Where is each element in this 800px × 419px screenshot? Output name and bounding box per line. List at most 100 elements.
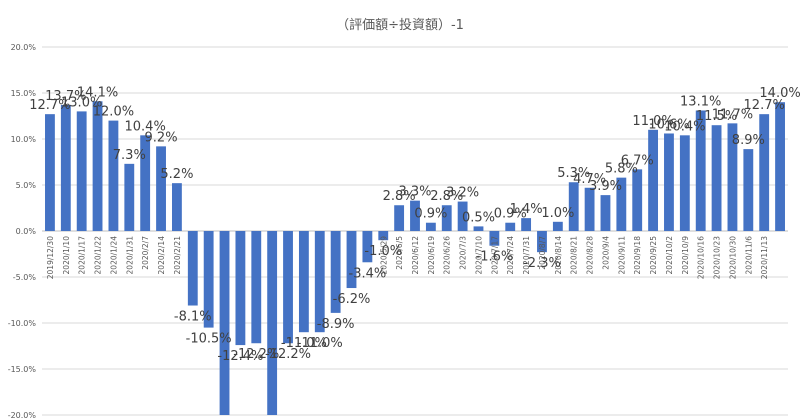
x-tick-label: 2020/2/14 [157,236,166,275]
data-label: 6.7% [621,153,654,168]
data-label: 12.7% [29,98,70,113]
data-label: -8.1% [174,310,212,325]
y-tick-label: 10.0% [11,135,37,144]
data-label: -12.4% [217,349,263,364]
x-tick-label: 2020/6/12 [411,236,420,275]
bar [283,231,293,344]
bar [203,231,214,328]
x-tick-label: 2020/5/29 [379,236,388,275]
x-tick-label: 2020/10/2 [665,236,674,275]
data-label: -8.9% [317,317,355,332]
bar [76,111,87,231]
data-label: 2.8% [430,189,463,204]
x-tick-label: 2020/10/9 [681,236,690,275]
bar [775,102,785,231]
data-label: 11.7% [712,107,753,122]
data-label: 0.9% [414,207,447,222]
bar [314,231,325,333]
bar [60,104,71,231]
bar [695,110,706,231]
bar [600,195,611,231]
chart-title: （評価額÷投資額）-1 [336,18,464,33]
x-tick-label: 2020/10/16 [697,236,706,279]
data-label: -3.4% [349,266,387,281]
x-tick-label: 2020/1/24 [109,236,118,275]
x-tick-label: 2020/7/17 [490,236,499,275]
x-tick-label: 2020/7/10 [474,236,483,275]
bar [711,125,722,231]
x-axis-ticks: 2019/12/30 2020/1/10 2020/1/17 2020/1/22 202… [46,236,769,279]
data-label: 0.5% [462,210,495,225]
y-tick-label: -10.0% [8,319,37,328]
data-label: 3.3% [398,185,431,200]
data-label: 3.2% [446,186,479,201]
data-label: 11.5% [696,109,737,124]
data-label: -10.5% [186,332,232,347]
data-label: 8.9% [732,133,765,148]
x-tick-label: 2020/9/4 [601,236,610,270]
data-label: 13.7% [45,89,86,104]
bar [219,231,230,415]
bar [679,135,690,231]
bar [187,231,198,306]
x-tick-label: 2020/7/24 [506,236,515,275]
data-label: 0.9% [494,207,527,222]
x-tick-label: 2020/8/14 [554,236,563,275]
bar [441,205,452,231]
data-label: 10.4% [664,119,705,134]
y-tick-label: -5.0% [13,273,37,282]
data-label: 11.0% [632,114,673,129]
x-tick-label: 2020/6/19 [427,236,436,275]
x-tick-label: 2020/10/30 [728,236,737,279]
bar [156,146,166,231]
bar [759,114,770,231]
x-tick-label: 2020/6/5 [395,236,404,270]
x-tick-label: 2020/2/21 [173,236,182,275]
bar [267,231,278,415]
x-tick-label: 2020/1/10 [62,236,71,275]
bar [140,135,151,231]
data-label: 5.8% [605,162,638,177]
bar [727,123,738,231]
bar [521,218,532,231]
x-tick-label: 2020/6/26 [443,236,452,275]
bar [330,231,341,313]
x-tick-label: 2020/8/28 [586,236,595,275]
bar [45,114,55,231]
data-label: 14.1% [77,85,118,100]
x-tick-label: 2020/7/3 [459,236,468,270]
bar [505,222,516,231]
bar [568,182,579,231]
bar [664,133,674,231]
x-tick-label: 2020/9/18 [633,236,642,275]
y-tick-label: 15.0% [11,89,37,98]
data-label: -1.6% [476,250,514,265]
y-tick-label: -15.0% [8,365,37,374]
data-label: 13.0% [61,95,102,110]
y-tick-label: 20.0% [11,43,37,52]
bar [489,231,500,246]
data-label: 2.8% [383,189,416,204]
x-tick-label: 2020/8/7 [538,236,547,270]
x-tick-label: 2020/11/13 [760,236,769,279]
bar [473,226,484,231]
data-label: -12.2% [265,347,311,362]
bar [584,187,595,231]
bar [425,222,436,231]
data-label: -12.2% [233,347,279,362]
x-tick-label: 2020/9/25 [649,236,658,275]
x-tick-label: 2020/1/17 [78,236,87,275]
data-label: -11.0% [297,336,343,351]
bar [552,221,563,231]
y-tick-label: 5.0% [16,181,37,190]
data-label: 9.2% [145,130,178,145]
bar [410,200,420,231]
data-label: 10.6% [648,117,689,132]
bar [457,201,468,231]
data-label: 12.0% [93,105,134,120]
data-label: -2.3% [523,256,561,271]
bar [171,183,182,231]
data-label: 12.7% [744,98,785,113]
bar [251,231,262,344]
data-label: 14.0% [759,86,800,101]
